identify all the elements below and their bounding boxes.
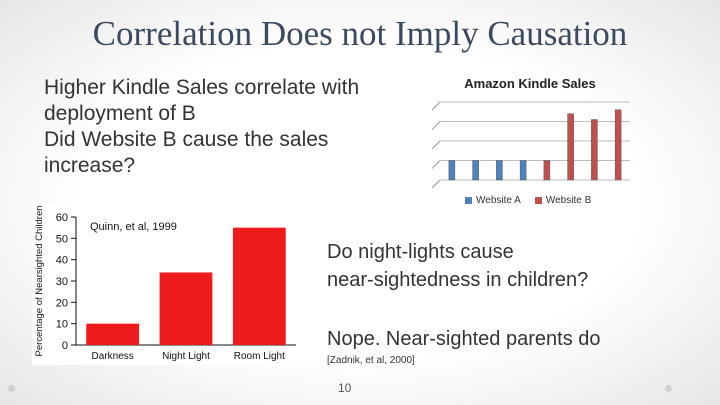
kindle-chart-svg bbox=[431, 101, 630, 189]
kindle-grid-edge bbox=[431, 140, 441, 150]
quinn-chart: Percentage of Nearsighted Children 0 10 20 3… bbox=[32, 203, 304, 365]
kindle-grid-edge bbox=[431, 101, 441, 111]
quinn-y-tick-label: 20 bbox=[56, 297, 68, 309]
kindle-bar-website-a-4 bbox=[519, 160, 527, 181]
quinn-y-axis-label: Percentage of Nearsighted Children bbox=[34, 205, 45, 356]
quinn-y-tick-label: 60 bbox=[56, 212, 68, 224]
quinn-bar-night-light bbox=[159, 272, 213, 345]
kindle-grid-edge bbox=[431, 179, 441, 189]
quinn-y-tick-label: 0 bbox=[62, 340, 68, 352]
bullet-list: Higher Kindle Sales correlate with deplo… bbox=[44, 75, 424, 179]
legend-swatch-website-a bbox=[465, 197, 472, 204]
bullet-kindle-correlation: Higher Kindle Sales correlate with deplo… bbox=[44, 76, 360, 125]
quinn-y-tick-label: 10 bbox=[56, 319, 68, 331]
kindle-grid-edge bbox=[431, 121, 441, 130]
kindle-bar-website-a-3 bbox=[496, 160, 503, 181]
citation: [Zadnik, et al, 2000] bbox=[327, 355, 415, 366]
question-line-2: near-sightedness in children? bbox=[327, 269, 589, 291]
slide-title: Correlation Does not Imply Causation bbox=[92, 14, 628, 53]
bullet-website-b-question: Did Website B cause the sales increase? bbox=[44, 128, 329, 177]
nav-next-dot[interactable] bbox=[665, 385, 672, 392]
question-line-1: Do night-lights cause bbox=[327, 241, 514, 263]
quinn-y-tick-label: 40 bbox=[56, 255, 68, 267]
answer-text: Nope. Near-sighted parents do bbox=[327, 328, 601, 350]
legend-label-website-b: Website B bbox=[545, 195, 592, 206]
kindle-grid-edge bbox=[431, 160, 441, 169]
legend-swatch-website-b bbox=[534, 197, 542, 204]
quinn-y-tick-label: 50 bbox=[56, 233, 68, 245]
quinn-citation-annotation: Quinn, et al, 1999 bbox=[90, 221, 177, 233]
night-light-question: Do night-lights cause near-sightedness i… bbox=[327, 238, 687, 294]
legend-item-website-b: Website B bbox=[534, 195, 592, 206]
kindle-bar-website-b-5 bbox=[543, 160, 551, 181]
kindle-chart-title: Amazon Kindle Sales bbox=[464, 76, 596, 91]
kindle-sales-chart: Amazon Kindle Sales bbox=[420, 70, 640, 220]
quinn-chart-svg: Percentage of Nearsighted Children 0 10 20 3… bbox=[34, 205, 296, 362]
quinn-bar-room-light bbox=[232, 227, 286, 345]
nav-previous-dot[interactable] bbox=[8, 385, 15, 392]
quinn-x-tick-label: Room Light bbox=[234, 351, 285, 362]
kindle-bar-website-b-8 bbox=[614, 109, 622, 181]
kindle-bar-website-b-7 bbox=[591, 119, 598, 181]
quinn-x-tick-label: Night Light bbox=[162, 351, 210, 362]
quinn-x-tick-label: Darkness bbox=[92, 351, 134, 362]
kindle-bar-website-a-2 bbox=[472, 160, 479, 181]
quinn-bar-darkness bbox=[86, 323, 140, 345]
legend-label-website-a: Website A bbox=[476, 195, 521, 206]
quinn-y-tick-label: 30 bbox=[56, 276, 68, 288]
legend-item-website-a: Website A bbox=[465, 195, 521, 206]
page-number: 10 bbox=[338, 381, 352, 395]
kindle-bar-website-a-1 bbox=[448, 160, 456, 181]
kindle-bar-website-b-6 bbox=[567, 113, 574, 181]
kindle-legend: Website A Website B bbox=[465, 195, 591, 206]
